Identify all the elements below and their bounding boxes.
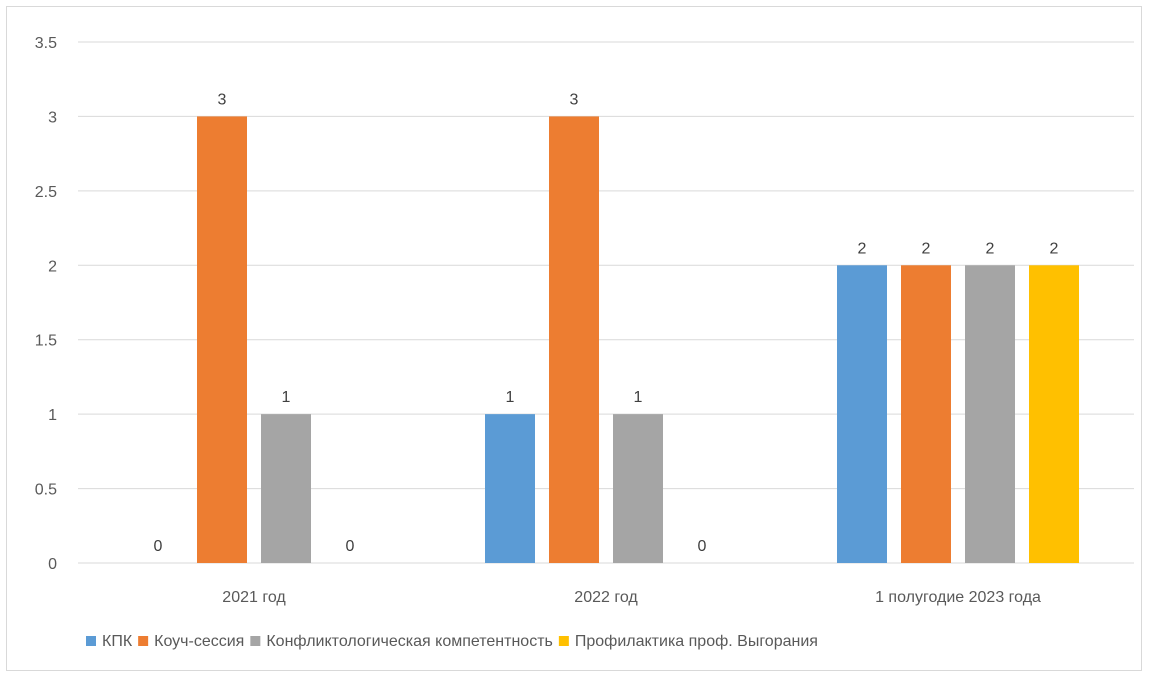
data-label: 1 [506, 389, 515, 406]
y-tick-label: 0.5 [35, 482, 57, 499]
legend-label: КПК [102, 633, 133, 650]
y-tick-label: 2.5 [35, 184, 57, 201]
x-category-label: 1 полугодие 2023 года [875, 589, 1041, 606]
data-label: 1 [282, 389, 291, 406]
bar [1029, 265, 1079, 563]
legend-label: Коуч-сессия [154, 633, 244, 650]
data-label: 2 [858, 240, 867, 257]
data-label: 3 [218, 91, 227, 108]
legend-swatch [250, 636, 261, 646]
x-category-label: 2022 год [574, 589, 638, 606]
data-label: 1 [634, 389, 643, 406]
bar [901, 265, 951, 563]
data-label: 0 [346, 538, 355, 555]
bar [965, 265, 1015, 563]
legend-swatch [86, 636, 96, 646]
bar [261, 414, 311, 563]
y-tick-label: 2 [48, 258, 57, 275]
bar [197, 116, 247, 563]
bar [485, 414, 535, 563]
data-label: 2 [986, 240, 995, 257]
data-label: 0 [698, 538, 707, 555]
legend-label: Профилактика проф. Выгорания [575, 633, 818, 650]
data-label: 3 [570, 91, 579, 108]
data-label: 0 [154, 538, 163, 555]
y-tick-label: 3.5 [35, 35, 57, 52]
y-tick-label: 0 [48, 556, 57, 573]
legend-swatch [558, 636, 569, 646]
x-category-label: 2021 год [222, 589, 286, 606]
bar [549, 116, 599, 563]
y-tick-label: 3 [48, 109, 57, 126]
data-label: 2 [1050, 240, 1059, 257]
data-label: 2 [922, 240, 931, 257]
y-tick-label: 1 [48, 407, 57, 424]
legend-label: Конфликтологическая компетентность [266, 633, 553, 650]
legend-swatch [138, 636, 149, 646]
bar [837, 265, 887, 563]
y-tick-label: 1.5 [35, 333, 57, 350]
bar [613, 414, 663, 563]
